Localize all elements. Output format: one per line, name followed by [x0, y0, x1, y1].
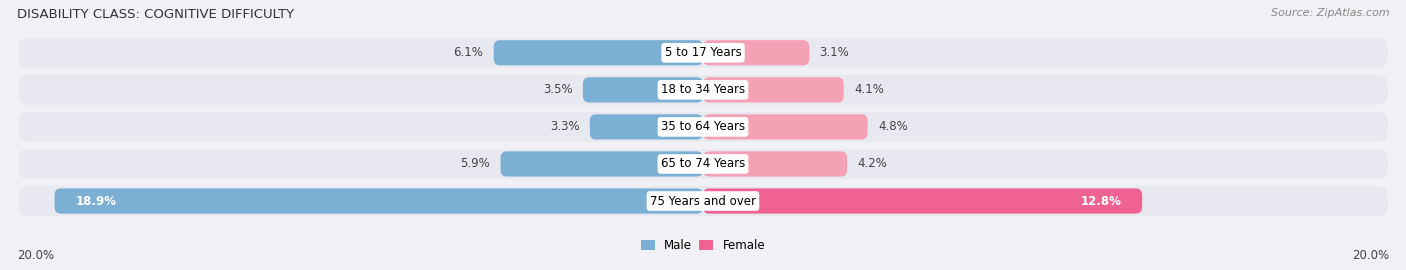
- Text: 75 Years and over: 75 Years and over: [650, 194, 756, 208]
- Legend: Male, Female: Male, Female: [636, 235, 770, 257]
- Text: 4.8%: 4.8%: [877, 120, 908, 133]
- FancyBboxPatch shape: [583, 77, 703, 102]
- Text: 20.0%: 20.0%: [1353, 249, 1389, 262]
- Text: 20.0%: 20.0%: [17, 249, 53, 262]
- FancyBboxPatch shape: [494, 40, 703, 65]
- Text: 3.3%: 3.3%: [550, 120, 579, 133]
- Text: 35 to 64 Years: 35 to 64 Years: [661, 120, 745, 133]
- Text: 5 to 17 Years: 5 to 17 Years: [665, 46, 741, 59]
- Text: 18.9%: 18.9%: [75, 194, 117, 208]
- Text: 5.9%: 5.9%: [461, 157, 491, 170]
- FancyBboxPatch shape: [703, 188, 1142, 214]
- FancyBboxPatch shape: [703, 114, 868, 140]
- FancyBboxPatch shape: [18, 112, 1388, 142]
- Text: 18 to 34 Years: 18 to 34 Years: [661, 83, 745, 96]
- FancyBboxPatch shape: [703, 77, 844, 102]
- Text: 3.5%: 3.5%: [543, 83, 572, 96]
- FancyBboxPatch shape: [55, 188, 703, 214]
- Text: Source: ZipAtlas.com: Source: ZipAtlas.com: [1271, 8, 1389, 18]
- Text: 6.1%: 6.1%: [454, 46, 484, 59]
- FancyBboxPatch shape: [703, 40, 810, 65]
- FancyBboxPatch shape: [18, 38, 1388, 68]
- FancyBboxPatch shape: [18, 75, 1388, 105]
- Text: 12.8%: 12.8%: [1081, 194, 1122, 208]
- FancyBboxPatch shape: [18, 149, 1388, 179]
- Text: 4.2%: 4.2%: [858, 157, 887, 170]
- FancyBboxPatch shape: [703, 151, 846, 177]
- Text: DISABILITY CLASS: COGNITIVE DIFFICULTY: DISABILITY CLASS: COGNITIVE DIFFICULTY: [17, 8, 294, 21]
- Text: 65 to 74 Years: 65 to 74 Years: [661, 157, 745, 170]
- FancyBboxPatch shape: [589, 114, 703, 140]
- FancyBboxPatch shape: [18, 186, 1388, 216]
- FancyBboxPatch shape: [501, 151, 703, 177]
- Text: 3.1%: 3.1%: [820, 46, 849, 59]
- Text: 4.1%: 4.1%: [853, 83, 884, 96]
